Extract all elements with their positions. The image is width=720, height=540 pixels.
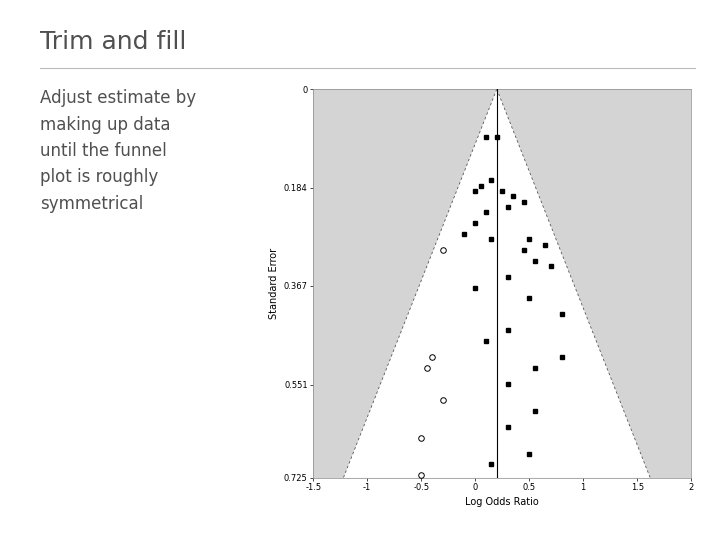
Text: Adjust estimate by
making up data
until the funnel
plot is roughly
symmetrical: Adjust estimate by making up data until … <box>40 89 196 213</box>
Y-axis label: Standard Error: Standard Error <box>269 248 279 319</box>
Text: Trim and fill: Trim and fill <box>40 30 186 53</box>
Polygon shape <box>343 89 650 478</box>
X-axis label: Log Odds Ratio: Log Odds Ratio <box>465 497 539 507</box>
